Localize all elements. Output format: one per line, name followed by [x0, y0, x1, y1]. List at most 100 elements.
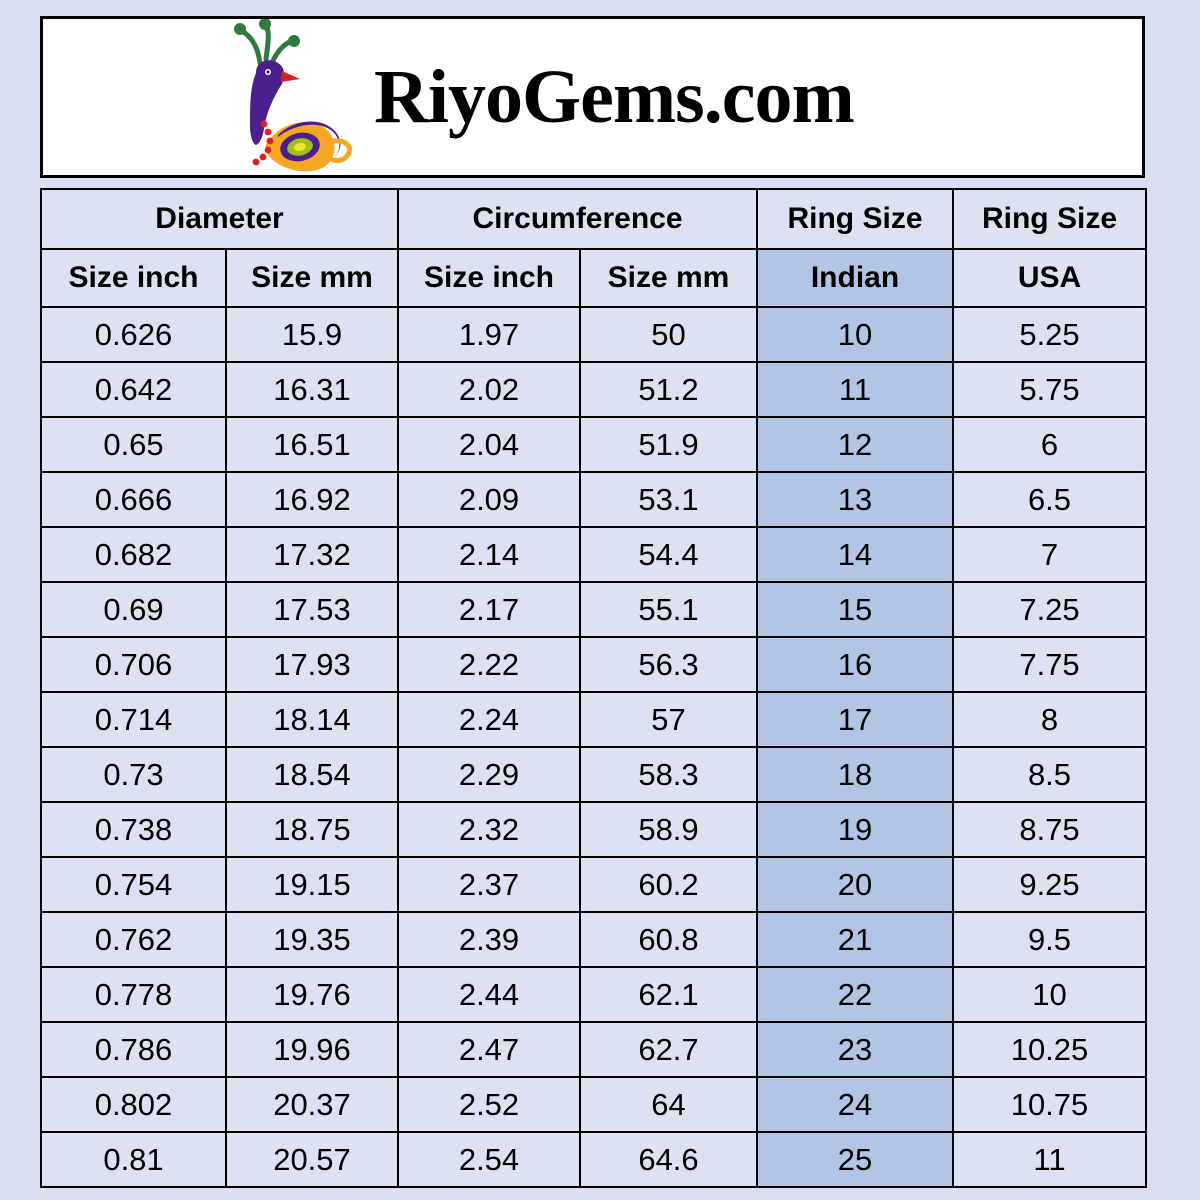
cell-ring-size-usa: 10 [952, 966, 1147, 1023]
cell-circ-mm: 64.6 [579, 1131, 758, 1188]
cell-circ-inch: 2.54 [397, 1131, 581, 1188]
cell-circ-mm: 62.7 [579, 1021, 758, 1078]
cell-diameter-inch: 0.762 [40, 911, 227, 968]
cell-ring-size-usa: 10.75 [952, 1076, 1147, 1133]
cell-diameter-mm: 20.57 [225, 1131, 399, 1188]
subheader-indian: Indian [756, 248, 954, 308]
cell-ring-size-indian: 19 [756, 801, 954, 858]
cell-diameter-mm: 18.54 [225, 746, 399, 803]
cell-circ-inch: 1.97 [397, 306, 581, 363]
group-header-row: Diameter Circumference Ring Size Ring Si… [40, 188, 1147, 250]
table-row: 0.666 16.92 2.09 53.1 13 6.5 [40, 471, 1147, 528]
cell-ring-size-usa: 9.25 [952, 856, 1147, 913]
ring-size-table: Diameter Circumference Ring Size Ring Si… [40, 188, 1147, 1188]
cell-ring-size-indian: 13 [756, 471, 954, 528]
cell-circ-mm: 51.9 [579, 416, 758, 473]
cell-diameter-mm: 16.51 [225, 416, 399, 473]
cell-circ-inch: 2.39 [397, 911, 581, 968]
cell-ring-size-usa: 5.75 [952, 361, 1147, 418]
cell-circ-mm: 53.1 [579, 471, 758, 528]
cell-circ-mm: 57 [579, 691, 758, 748]
sub-header-row: Size inch Size mm Size inch Size mm Indi… [40, 248, 1147, 308]
cell-ring-size-usa: 6.5 [952, 471, 1147, 528]
cell-ring-size-indian: 12 [756, 416, 954, 473]
cell-ring-size-indian: 24 [756, 1076, 954, 1133]
cell-ring-size-indian: 20 [756, 856, 954, 913]
cell-diameter-mm: 20.37 [225, 1076, 399, 1133]
table-row: 0.69 17.53 2.17 55.1 15 7.25 [40, 581, 1147, 638]
cell-diameter-inch: 0.754 [40, 856, 227, 913]
table-row: 0.682 17.32 2.14 54.4 14 7 [40, 526, 1147, 583]
cell-ring-size-indian: 21 [756, 911, 954, 968]
cell-ring-size-usa: 9.5 [952, 911, 1147, 968]
cell-diameter-mm: 17.93 [225, 636, 399, 693]
cell-ring-size-usa: 8 [952, 691, 1147, 748]
header-diameter: Diameter [40, 188, 399, 250]
cell-circ-inch: 2.52 [397, 1076, 581, 1133]
cell-ring-size-usa: 7.25 [952, 581, 1147, 638]
table-row: 0.762 19.35 2.39 60.8 21 9.5 [40, 911, 1147, 968]
cell-diameter-mm: 19.96 [225, 1021, 399, 1078]
peacock-logo-icon: RIYO [208, 19, 358, 175]
cell-diameter-inch: 0.626 [40, 306, 227, 363]
cell-circ-inch: 2.02 [397, 361, 581, 418]
cell-circ-inch: 2.04 [397, 416, 581, 473]
cell-ring-size-usa: 11 [952, 1131, 1147, 1188]
cell-diameter-mm: 16.31 [225, 361, 399, 418]
cell-circ-mm: 60.8 [579, 911, 758, 968]
cell-diameter-inch: 0.738 [40, 801, 227, 858]
cell-ring-size-indian: 23 [756, 1021, 954, 1078]
cell-ring-size-indian: 11 [756, 361, 954, 418]
table-row: 0.738 18.75 2.32 58.9 19 8.75 [40, 801, 1147, 858]
cell-circ-inch: 2.44 [397, 966, 581, 1023]
cell-diameter-mm: 19.76 [225, 966, 399, 1023]
cell-diameter-inch: 0.786 [40, 1021, 227, 1078]
cell-ring-size-usa: 6 [952, 416, 1147, 473]
cell-diameter-inch: 0.714 [40, 691, 227, 748]
cell-ring-size-usa: 5.25 [952, 306, 1147, 363]
cell-diameter-mm: 15.9 [225, 306, 399, 363]
table-row: 0.81 20.57 2.54 64.6 25 11 [40, 1131, 1147, 1188]
cell-circ-mm: 58.9 [579, 801, 758, 858]
cell-diameter-inch: 0.69 [40, 581, 227, 638]
table-row: 0.754 19.15 2.37 60.2 20 9.25 [40, 856, 1147, 913]
subheader-diameter-inch: Size inch [40, 248, 227, 308]
cell-ring-size-indian: 22 [756, 966, 954, 1023]
cell-diameter-inch: 0.802 [40, 1076, 227, 1133]
brand-header: RIYO RiyoGems.com [40, 16, 1145, 178]
cell-circ-inch: 2.47 [397, 1021, 581, 1078]
cell-circ-mm: 51.2 [579, 361, 758, 418]
cell-ring-size-indian: 18 [756, 746, 954, 803]
cell-diameter-inch: 0.642 [40, 361, 227, 418]
ring-size-table-body: 0.626 15.9 1.97 50 10 5.25 0.642 16.31 2.02 51.2 1… [40, 306, 1147, 1188]
cell-diameter-inch: 0.706 [40, 636, 227, 693]
cell-diameter-mm: 17.32 [225, 526, 399, 583]
cell-ring-size-indian: 14 [756, 526, 954, 583]
cell-circ-mm: 64 [579, 1076, 758, 1133]
cell-ring-size-indian: 16 [756, 636, 954, 693]
cell-circ-inch: 2.29 [397, 746, 581, 803]
cell-circ-mm: 62.1 [579, 966, 758, 1023]
cell-circ-mm: 58.3 [579, 746, 758, 803]
cell-ring-size-usa: 7 [952, 526, 1147, 583]
subheader-circ-inch: Size inch [397, 248, 581, 308]
cell-ring-size-usa: 10.25 [952, 1021, 1147, 1078]
brand-name: RiyoGems.com [374, 55, 855, 139]
table-row: 0.714 18.14 2.24 57 17 8 [40, 691, 1147, 748]
subheader-usa: USA [952, 248, 1147, 308]
table-row: 0.786 19.96 2.47 62.7 23 10.25 [40, 1021, 1147, 1078]
header-ring-size-indian: Ring Size [756, 188, 954, 250]
cell-circ-inch: 2.24 [397, 691, 581, 748]
cell-circ-mm: 55.1 [579, 581, 758, 638]
cell-diameter-mm: 18.75 [225, 801, 399, 858]
cell-ring-size-indian: 17 [756, 691, 954, 748]
cell-diameter-inch: 0.81 [40, 1131, 227, 1188]
cell-diameter-mm: 17.53 [225, 581, 399, 638]
cell-diameter-mm: 18.14 [225, 691, 399, 748]
cell-circ-mm: 50 [579, 306, 758, 363]
cell-circ-inch: 2.37 [397, 856, 581, 913]
table-row: 0.73 18.54 2.29 58.3 18 8.5 [40, 746, 1147, 803]
cell-circ-mm: 54.4 [579, 526, 758, 583]
cell-circ-mm: 60.2 [579, 856, 758, 913]
header-circumference: Circumference [397, 188, 758, 250]
